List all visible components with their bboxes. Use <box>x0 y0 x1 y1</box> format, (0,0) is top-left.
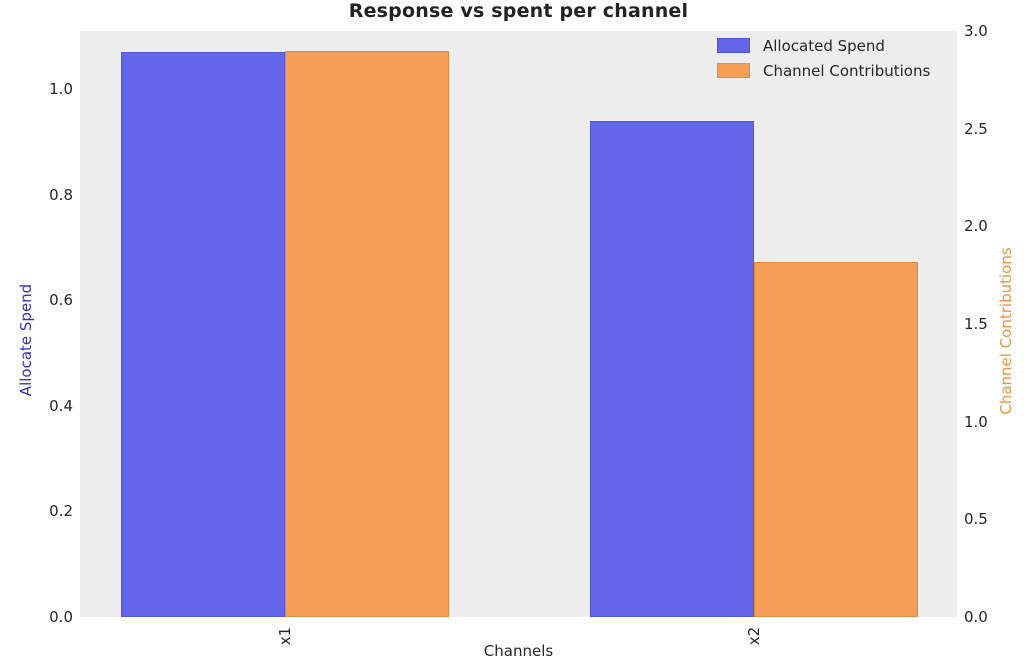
left-tick-0.4: 0.4 <box>49 396 73 415</box>
legend-swatch-channel-contributions <box>717 63 750 78</box>
legend-swatch-allocated-spend <box>717 38 750 53</box>
legend-label-channel-contributions: Channel Contributions <box>763 61 931 80</box>
legend-item-allocated-spend: Allocated Spend <box>717 35 930 56</box>
left-tick-0.2: 0.2 <box>49 502 73 521</box>
legend: Allocated Spend Channel Contributions <box>717 35 930 81</box>
left-tick-0.6: 0.6 <box>49 291 73 310</box>
legend-item-channel-contributions: Channel Contributions <box>717 60 930 81</box>
right-tick-0.5: 0.5 <box>964 510 988 529</box>
right-tick-3.0: 3.0 <box>964 22 988 40</box>
right-tick-2.5: 2.5 <box>964 119 988 138</box>
right-axis-label: Channel Contributions <box>997 247 1015 415</box>
right-tick-1.5: 1.5 <box>964 315 988 333</box>
legend-label-allocated-spend: Allocated Spend <box>763 36 885 55</box>
left-axis-label: Allocate Spend <box>17 283 35 397</box>
left-tick-1.0: 1.0 <box>49 80 73 99</box>
right-tick-1.0: 1.0 <box>964 412 988 431</box>
plot-area <box>80 31 957 617</box>
right-tick-0.0: 0.0 <box>964 608 988 626</box>
left-tick-0.0: 0.0 <box>49 608 73 626</box>
x-axis-label: Channels <box>483 642 554 660</box>
left-tick-0.8: 0.8 <box>49 185 73 204</box>
bar-channel-contributions-x1 <box>284 50 449 617</box>
bar-channel-contributions-x2 <box>753 261 918 617</box>
bar-allocated-spend-x1 <box>120 52 285 617</box>
right-tick-2.0: 2.0 <box>964 217 988 236</box>
bar-allocated-spend-x2 <box>589 120 754 617</box>
chart-title: Response vs spent per channel <box>348 0 689 22</box>
